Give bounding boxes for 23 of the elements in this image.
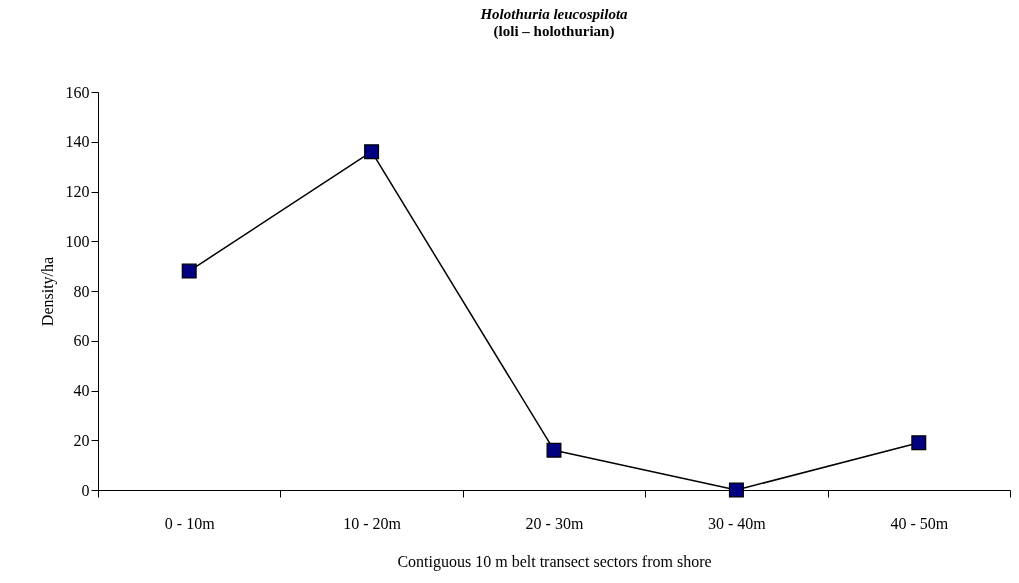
point bbox=[546, 442, 562, 458]
point bbox=[911, 435, 927, 451]
y-tick-label: 140 bbox=[65, 133, 90, 151]
x-tick-label: 40 - 50m bbox=[890, 514, 949, 532]
y-tick-label: 20 bbox=[73, 431, 90, 449]
chart-subtitle: (loli – holothurian) bbox=[493, 23, 615, 40]
x-tick-label: 0 - 10m bbox=[164, 514, 216, 532]
y-tick-label: 80 bbox=[73, 282, 90, 300]
x-tick-label: 20 - 30m bbox=[525, 514, 584, 532]
chart-title: Holothuria leucospilota bbox=[479, 6, 629, 22]
y-tick-label: 100 bbox=[65, 232, 90, 250]
point bbox=[728, 482, 744, 498]
y-tick-label: 60 bbox=[73, 332, 90, 350]
point bbox=[181, 263, 197, 279]
y-tick-label: 0 bbox=[81, 481, 90, 499]
y-tick-label: 120 bbox=[65, 183, 90, 200]
x-tick-label: 10 - 20m bbox=[343, 514, 402, 532]
point bbox=[364, 144, 380, 160]
y-axis-title: Density/ha bbox=[38, 256, 57, 327]
y-tick-label: 160 bbox=[65, 83, 90, 101]
y-tick-label: 40 bbox=[73, 382, 90, 399]
x-tick-label: 30 - 40m bbox=[708, 514, 767, 532]
x-axis-title: Contiguous 10 m belt transect sectors from shore bbox=[397, 552, 712, 571]
